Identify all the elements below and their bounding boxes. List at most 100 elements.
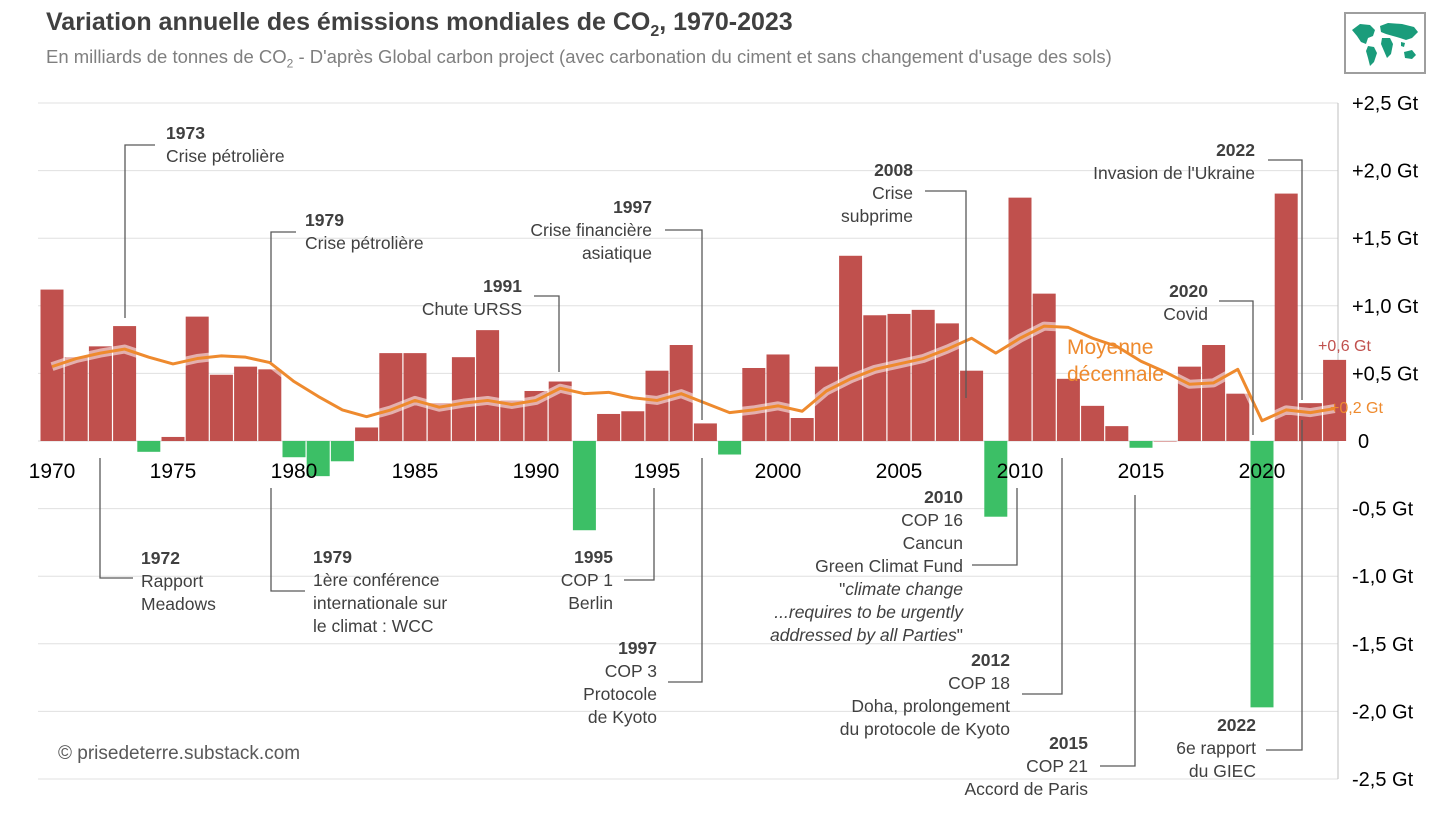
- bar: [306, 441, 330, 477]
- bar: [113, 326, 137, 441]
- annotation-year: 2015: [1049, 733, 1088, 753]
- connector: [124, 144, 155, 318]
- connector: [624, 488, 655, 581]
- bar: [1274, 193, 1298, 441]
- y-tick-label: -1,0 Gt: [1352, 566, 1414, 588]
- annotation-year: 1997: [618, 638, 657, 658]
- annotation-year: 1979: [313, 547, 352, 567]
- annotation-year: 2022: [1216, 140, 1255, 160]
- annotation-line: Crise financière: [530, 220, 652, 240]
- annotation-year: 2012: [971, 650, 1010, 670]
- y-axis-ticks: +2,5 Gt +2,0 Gt +1,5 Gt +1,0 Gt +0,5 Gt 0 -0,5…: [1352, 93, 1419, 791]
- y-tick-label: -2,5 Gt: [1352, 769, 1414, 791]
- annotation-2015: 2015 COP 21 Accord de Paris: [964, 733, 1088, 799]
- annotation-line: du GIEC: [1189, 761, 1256, 781]
- bar: [1032, 293, 1056, 441]
- annotation-line: Berlin: [568, 593, 613, 613]
- annotation-1979-oil: 1979 Crise pétrolière: [305, 210, 424, 253]
- connector: [270, 488, 305, 592]
- average-line-group: Moyenne décennale +0,6 Gt +0,2 Gt: [50, 321, 1383, 426]
- bar: [1056, 378, 1080, 441]
- annotation-line: Crise: [872, 183, 913, 203]
- x-tick-label: 1975: [150, 460, 197, 483]
- x-tick-label: 1980: [271, 460, 318, 483]
- bar: [1105, 426, 1129, 441]
- bar: [500, 400, 524, 441]
- y-tick-label: +0,5 Gt: [1352, 363, 1419, 385]
- annotation-year: 2010: [924, 487, 963, 507]
- annotation-line: le climat : WCC: [313, 616, 434, 636]
- annotation-1995: 1995 COP 1 Berlin: [561, 547, 613, 613]
- annotation-line: Protocole: [583, 684, 657, 704]
- annotation-1979-wcc: 1979 1ère conférence internationale sur le …: [313, 547, 447, 636]
- annotation-year: 2020: [1169, 281, 1208, 301]
- annotation-line: Green Climat Fund: [815, 556, 963, 576]
- bar: [887, 313, 911, 441]
- connector: [534, 295, 560, 372]
- bar: [1250, 441, 1274, 708]
- connector: [99, 458, 133, 579]
- x-axis-ticks: 1970 1975 1980 1985 1990 1995 2000 2005 2010 2015…: [29, 460, 1286, 483]
- annotation-line: internationale sur: [313, 593, 447, 613]
- bar: [258, 369, 282, 441]
- annotation-quote: "climate change: [839, 579, 963, 599]
- annotation-1997-kyoto: 1997 COP 3 Protocole de Kyoto: [583, 638, 657, 727]
- connector: [668, 458, 703, 683]
- bar: [572, 441, 596, 531]
- bar: [1226, 393, 1250, 441]
- y-tick-label: -1,5 Gt: [1352, 634, 1414, 656]
- annotation-year: 1991: [483, 276, 522, 296]
- average-line-label: Moyenne décennale: [1067, 336, 1164, 386]
- bar: [548, 381, 572, 441]
- annotation-2012: 2012 COP 18 Doha, prolongement du protocole…: [840, 650, 1011, 739]
- connector: [1219, 300, 1254, 435]
- annotation-1997-asia: 1997 Crise financière asiatique: [530, 197, 652, 263]
- bar: [1129, 441, 1153, 448]
- connector: [1022, 458, 1063, 695]
- annotation-line: de Kyoto: [588, 707, 657, 727]
- bar: [693, 423, 717, 441]
- bar: [790, 418, 814, 441]
- connector: [1100, 495, 1136, 767]
- x-tick-label: 1985: [392, 460, 439, 483]
- annotation-line: COP 1: [561, 570, 613, 590]
- annotation-line: asiatique: [582, 243, 652, 263]
- bar: [1008, 197, 1032, 441]
- y-tick-label: -0,5 Gt: [1352, 499, 1414, 521]
- bar: [185, 316, 209, 441]
- x-tick-label: 2010: [997, 460, 1044, 483]
- annotation-year: 1997: [613, 197, 652, 217]
- bar: [137, 441, 161, 452]
- annotation-line: COP 21: [1026, 756, 1088, 776]
- annotation-year: 1972: [141, 548, 180, 568]
- bar: [645, 370, 669, 441]
- annotation-line: subprime: [841, 206, 913, 226]
- annotation-line: Doha, prolongement: [851, 696, 1010, 716]
- bar: [476, 330, 500, 441]
- annotation-year: 1973: [166, 123, 205, 143]
- connector: [665, 229, 703, 420]
- annotation-year: 1979: [305, 210, 344, 230]
- bar: [911, 309, 935, 441]
- annotation-year: 2008: [874, 160, 913, 180]
- bar: [597, 413, 621, 441]
- annotation-1972: 1972 Rapport Meadows: [141, 548, 216, 614]
- end-label-average: +0,2 Gt: [1330, 400, 1383, 417]
- annotation-line: Chute URSS: [422, 299, 522, 319]
- x-tick-label: 2020: [1239, 460, 1286, 483]
- annotation-line: Accord de Paris: [964, 779, 1088, 799]
- bar: [234, 366, 258, 441]
- x-tick-label: 2015: [1118, 460, 1165, 483]
- connector: [972, 488, 1018, 566]
- bar: [1153, 441, 1177, 442]
- annotation-line: Covid: [1163, 304, 1208, 324]
- annotation-year: 1995: [574, 547, 613, 567]
- x-tick-label: 1995: [634, 460, 681, 483]
- y-tick-label: +2,0 Gt: [1352, 161, 1419, 183]
- y-tick-label: +2,5 Gt: [1352, 93, 1419, 115]
- annotation-line: COP 3: [605, 661, 657, 681]
- annotation-line: Cancun: [903, 533, 963, 553]
- annotation-2008: 2008 Crise subprime: [841, 160, 913, 226]
- bar: [1323, 359, 1347, 441]
- bar: [64, 357, 88, 441]
